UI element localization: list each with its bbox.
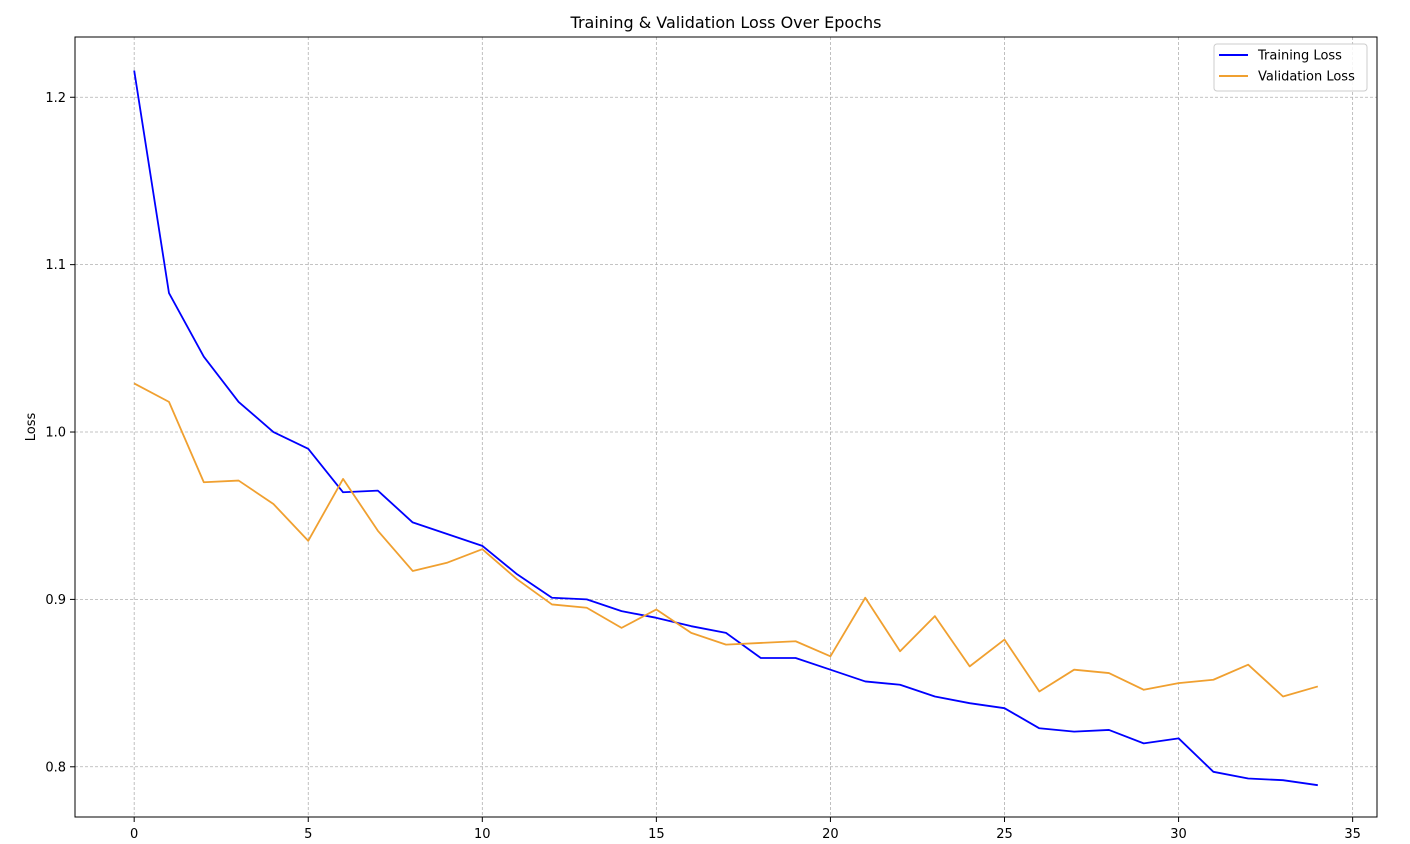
plot-frame — [74, 36, 1378, 818]
legend-label: Validation Loss — [1258, 70, 1355, 85]
chart-title: Training & Validation Loss Over Epochs — [570, 13, 882, 32]
y-tick-label: 0.9 — [45, 593, 66, 608]
x-tick-label: 10 — [474, 827, 491, 842]
legend: Training Loss Validation Loss — [1213, 43, 1368, 92]
x-tick-label: 0 — [130, 827, 138, 842]
series-layer — [133, 70, 1319, 787]
legend-label: Training Loss — [1257, 49, 1342, 64]
series-line-validation-loss — [133, 382, 1319, 698]
legend-box — [1213, 43, 1368, 92]
grid-layer — [75, 37, 1377, 817]
x-tick-label: 20 — [822, 827, 839, 842]
y-axis-label: Loss — [24, 413, 39, 442]
axis-layer: 0 5 10 15 20 25 30 35 0.8 0.9 1.0 1.1 1.2 — [45, 91, 1361, 842]
x-tick-label: 30 — [1170, 827, 1187, 842]
series-line-training-loss — [133, 70, 1318, 787]
y-tick-label: 0.8 — [45, 760, 66, 775]
y-tick-label: 1.0 — [45, 426, 66, 441]
y-tick-label: 1.2 — [45, 91, 66, 106]
x-tick-label: 25 — [996, 827, 1013, 842]
x-tick-label: 5 — [304, 827, 312, 842]
x-tick-label: 35 — [1344, 827, 1361, 842]
y-tick-label: 1.1 — [45, 258, 66, 273]
x-tick-label: 15 — [648, 827, 665, 842]
